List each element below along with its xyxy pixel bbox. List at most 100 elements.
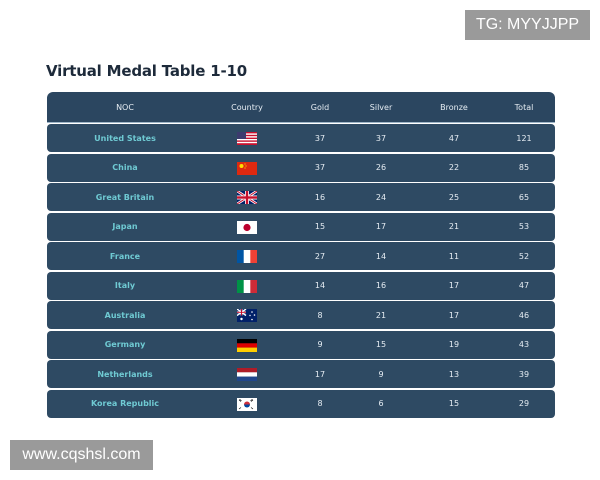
header-cell: Silver <box>369 102 393 112</box>
flag-shape <box>237 132 257 134</box>
flag-shape <box>243 223 251 231</box>
flag-shape <box>238 398 254 409</box>
medal-count: 52 <box>518 251 530 261</box>
header-cell: Bronze <box>440 102 468 112</box>
medal-count: 14 <box>314 281 326 290</box>
table-row: France 27 14 11 52 <box>47 242 555 270</box>
header-cell: NOC <box>116 102 134 112</box>
noc-cell: Korea Republic <box>90 399 160 408</box>
table-row: Japan 15 17 21 53 <box>47 212 555 241</box>
header-cell: Country <box>231 102 263 112</box>
flag-icon <box>237 279 257 293</box>
medal-count: 53 <box>518 222 530 231</box>
medal-count: 15 <box>375 340 387 349</box>
flag-icon <box>237 132 257 145</box>
table-row: Korea Republic 8 6 15 29 <box>47 389 555 418</box>
medal-count: 22 <box>448 163 460 172</box>
table-row: Great Britain 16 24 25 65 <box>47 183 555 211</box>
flag-shape <box>237 372 257 377</box>
flag-shape <box>244 401 250 404</box>
medal-count: 17 <box>448 310 460 320</box>
flag-shape <box>250 250 257 263</box>
flag-icon <box>237 220 257 234</box>
flag-shape <box>237 311 246 313</box>
flag-shape <box>237 250 244 263</box>
flag-shape <box>237 143 257 145</box>
medal-count: 21 <box>375 310 387 320</box>
medal-count: 8 <box>317 399 323 408</box>
medal-count: 37 <box>314 133 326 143</box>
medal-count: 13 <box>448 369 460 379</box>
medal-count: 47 <box>448 133 460 143</box>
medal-count: 8 <box>317 310 323 320</box>
flag-icon <box>237 250 257 263</box>
flag-shape <box>253 314 256 316</box>
medal-count: 43 <box>518 340 530 349</box>
medal-count: 15 <box>314 222 326 231</box>
noc-cell: United States <box>94 133 156 143</box>
medal-count: 37 <box>314 163 326 172</box>
noc-cell: China <box>112 163 138 172</box>
medal-count: 39 <box>518 369 530 379</box>
noc-cell: France <box>109 251 141 261</box>
flag-icon <box>237 397 257 411</box>
medal-count: 46 <box>518 310 530 320</box>
flag-shape <box>237 368 257 373</box>
flag-shape <box>251 311 253 313</box>
flag-shape <box>244 162 246 165</box>
header-cell: Total <box>514 102 534 112</box>
watermark: TG: MYYJJPP <box>465 10 590 40</box>
medal-count: 25 <box>448 192 460 202</box>
medal-count: 17 <box>314 369 326 379</box>
medal-count: 9 <box>317 340 323 349</box>
flag-shape <box>237 132 246 139</box>
medal-count: 9 <box>378 369 384 379</box>
medal-count: 65 <box>518 192 530 202</box>
table-row: Australia 8 21 17 46 <box>47 301 555 329</box>
medal-count: 15 <box>448 399 460 408</box>
noc-cell: Netherlands <box>97 369 153 379</box>
noc-cell: Germany <box>104 340 146 349</box>
medal-count: 29 <box>518 399 530 408</box>
flag-shape <box>237 161 257 175</box>
noc-cell: Great Britain <box>95 192 155 202</box>
medal-count: 19 <box>448 340 460 349</box>
flag-icon <box>237 338 257 352</box>
table-row: United States 37 37 47 121 <box>47 124 555 152</box>
medal-count: 6 <box>378 399 384 408</box>
flag-shape <box>237 140 257 142</box>
flag-shape <box>244 404 250 407</box>
medal-count: 17 <box>375 222 387 231</box>
flag-shape <box>237 134 257 137</box>
watermark: www.cqshsl.com <box>10 440 153 470</box>
flag-icon <box>237 309 257 322</box>
medal-count: 121 <box>516 133 532 143</box>
medal-count: 16 <box>314 192 326 202</box>
flag-icon <box>237 368 257 381</box>
flag-shape <box>239 163 244 168</box>
noc-cell: Italy <box>114 281 136 290</box>
flag-shape <box>251 318 253 321</box>
flag-shape <box>237 338 257 343</box>
flag-shape <box>244 166 246 169</box>
flag-shape <box>237 342 257 348</box>
medal-count: 11 <box>448 251 460 261</box>
medal-count: 17 <box>448 281 460 290</box>
header-row: NOC Country Gold Silver Bronze Total <box>47 92 555 123</box>
flag-shape <box>250 279 257 293</box>
flag-shape <box>237 196 257 199</box>
medal-count: 85 <box>518 163 530 172</box>
flag-shape <box>237 279 244 293</box>
flag-shape <box>240 317 243 321</box>
flag-shape <box>237 137 257 139</box>
noc-cell: Japan <box>112 222 138 231</box>
medal-count: 16 <box>375 281 387 290</box>
medal-count: 26 <box>375 163 387 172</box>
table-row: Italy 14 16 17 47 <box>47 271 555 300</box>
medal-count: 37 <box>375 133 387 143</box>
noc-cell: Australia <box>104 310 146 320</box>
flag-shape <box>237 376 257 381</box>
flag-icon <box>237 191 257 204</box>
